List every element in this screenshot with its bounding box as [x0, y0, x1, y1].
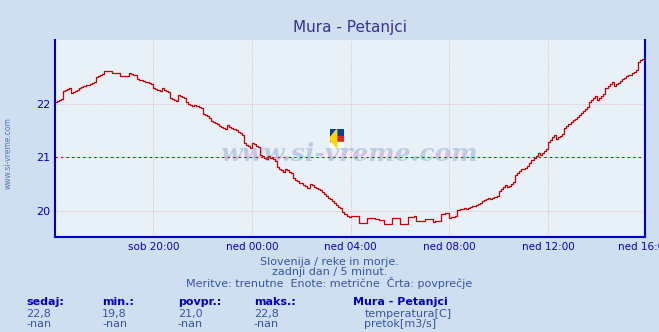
Text: www.si-vreme.com: www.si-vreme.com	[3, 117, 13, 189]
Polygon shape	[330, 129, 337, 148]
Text: 22,8: 22,8	[26, 309, 51, 319]
Text: pretok[m3/s]: pretok[m3/s]	[364, 319, 436, 329]
Text: Meritve: trenutne  Enote: metrične  Črta: povprečje: Meritve: trenutne Enote: metrične Črta: …	[186, 277, 473, 289]
Text: Mura - Petanjci: Mura - Petanjci	[353, 297, 447, 307]
Text: temperatura[C]: temperatura[C]	[364, 309, 451, 319]
Text: www.si-vreme.com: www.si-vreme.com	[221, 142, 478, 166]
Text: 21,0: 21,0	[178, 309, 202, 319]
Bar	[330, 129, 344, 135]
Bar	[330, 135, 344, 142]
Text: maks.:: maks.:	[254, 297, 295, 307]
Text: -nan: -nan	[26, 319, 51, 329]
Text: min.:: min.:	[102, 297, 134, 307]
Text: Slovenija / reke in morje.: Slovenija / reke in morje.	[260, 257, 399, 267]
Title: Mura - Petanjci: Mura - Petanjci	[293, 20, 407, 35]
Text: 22,8: 22,8	[254, 309, 279, 319]
Text: -nan: -nan	[102, 319, 127, 329]
Text: -nan: -nan	[254, 319, 279, 329]
Text: povpr.:: povpr.:	[178, 297, 221, 307]
Text: 19,8: 19,8	[102, 309, 127, 319]
Text: zadnji dan / 5 minut.: zadnji dan / 5 minut.	[272, 267, 387, 277]
Bar	[330, 142, 344, 148]
Text: -nan: -nan	[178, 319, 203, 329]
Text: sedaj:: sedaj:	[26, 297, 64, 307]
